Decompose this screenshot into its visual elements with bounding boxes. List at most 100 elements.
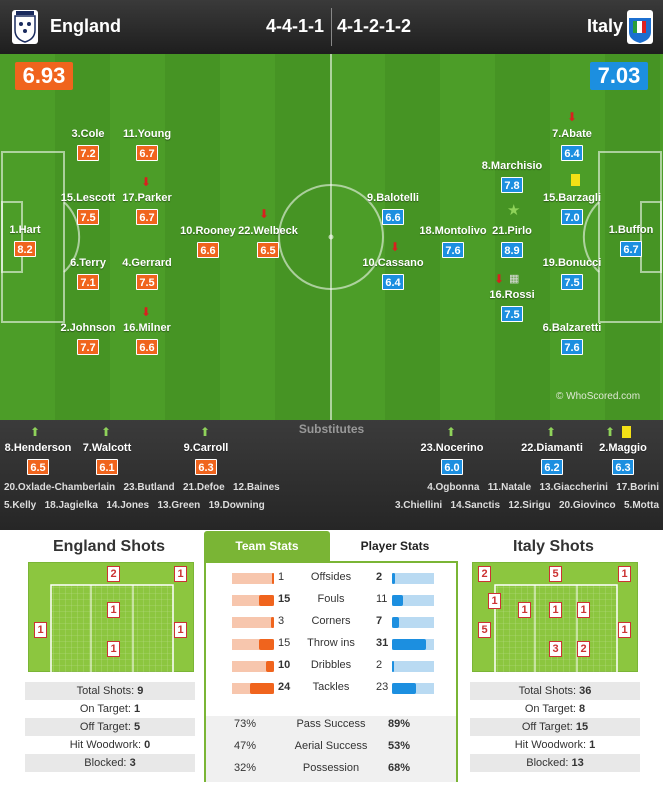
player-montolivo[interactable]: 18.Montolivo 7.6 bbox=[419, 225, 487, 258]
away-stat-value: 2 bbox=[376, 571, 383, 583]
home-bench-row-1: 20.Oxlade-Chamberlain 23.Butland 21.Defo… bbox=[4, 482, 280, 493]
bench-player[interactable]: 13.Green bbox=[157, 500, 201, 511]
bench-player[interactable]: 19.Downing bbox=[208, 500, 265, 511]
watermark: © WhoScored.com bbox=[556, 391, 641, 402]
away-bench-row-2: 3.Chiellini 14.Sanctis 12.Sirigu 20.Giov… bbox=[395, 500, 659, 511]
player-cassano[interactable]: 10.Cassano 6.4 bbox=[362, 257, 424, 290]
home-bench-row-2: 5.Kelly 18.Jagielka 14.Jones 13.Green 19… bbox=[4, 500, 265, 511]
bench-player[interactable]: 21.Defoe bbox=[182, 482, 225, 493]
bench-player[interactable]: 14.Sanctis bbox=[450, 500, 501, 511]
sub-henderson[interactable]: 8.Henderson 6.5 bbox=[4, 442, 72, 475]
missed-penalty-icon: ▦ bbox=[509, 273, 520, 285]
home-stat-bar bbox=[232, 595, 274, 606]
player-cole[interactable]: 3.Cole 7.2 bbox=[71, 128, 105, 161]
stat-row: Blocked: 3 bbox=[25, 754, 195, 772]
bench-player[interactable]: 20.Giovinco bbox=[558, 500, 616, 511]
bench-player[interactable]: 4.Ogbonna bbox=[427, 482, 480, 493]
sub-on-arrow-icon: ⬆ bbox=[546, 425, 557, 439]
team-stats-panel: 1 Offsides 2 15 Fouls 11 3 Corners 7 15 Throw ins 3… bbox=[204, 561, 458, 782]
pitch-formation: 6.93 7.03 1.Hart 8.2 3.Cole 7.2 15.Lescott… bbox=[0, 54, 663, 420]
stat-row: Hit Woodwork: 0 bbox=[69, 739, 151, 751]
player-terry[interactable]: 6.Terry 7.1 bbox=[70, 257, 106, 290]
bench-player[interactable]: 12.Sirigu bbox=[508, 500, 551, 511]
sub-walcott[interactable]: 7.Walcott 6.1 bbox=[82, 442, 132, 475]
player-rooney[interactable]: 10.Rooney 6.6 bbox=[180, 225, 236, 258]
player-balotelli[interactable]: 9.Balotelli 6.6 bbox=[367, 192, 419, 225]
player-balzaretti[interactable]: 6.Balzaretti 7.6 bbox=[542, 322, 602, 355]
pct-stats: 73% Pass Success 89% 47% Aerial Success … bbox=[206, 716, 456, 782]
player-barzagli[interactable]: 15.Barzagli 7.0 bbox=[542, 192, 602, 225]
player-young[interactable]: 11.Young 6.7 bbox=[122, 128, 172, 161]
shot-zone-count: 1 bbox=[577, 602, 590, 618]
sub-carroll[interactable]: 9.Carroll 6.3 bbox=[183, 442, 229, 475]
player-welbeck[interactable]: 22.Welbeck 6.5 bbox=[238, 225, 298, 258]
shot-zone-count: 1 bbox=[107, 641, 120, 657]
home-stat-bar bbox=[232, 661, 274, 672]
bench-player[interactable]: 12.Baines bbox=[233, 482, 280, 493]
shot-zone-count: 1 bbox=[107, 602, 120, 618]
home-team-name: England bbox=[50, 16, 121, 36]
pct-row: 47% Aerial Success 53% bbox=[234, 740, 411, 752]
home-stat-value: 10 bbox=[278, 659, 291, 671]
bench-player[interactable]: 3.Chiellini bbox=[394, 500, 443, 511]
away-stat-bar bbox=[392, 573, 434, 584]
home-stat-bar bbox=[232, 617, 274, 628]
sub-off-arrow-icon: ⬇ bbox=[567, 110, 578, 124]
bench-player[interactable]: 13.Giaccherini bbox=[539, 482, 608, 493]
tab-player-stats[interactable]: Player Stats bbox=[360, 539, 430, 553]
player-bonucci[interactable]: 19.Bonucci 7.5 bbox=[542, 257, 602, 290]
sub-off-arrow-icon: ⬇ bbox=[259, 207, 270, 221]
substitutes-title: Substitutes bbox=[298, 422, 365, 436]
player-milner[interactable]: 16.Milner 6.6 bbox=[123, 322, 171, 355]
substitutes-panel: Substitutes ⬆ ⬆ ⬆ ⬆ ⬆ ⬆ 8.Henderson 6.5 7… bbox=[0, 420, 663, 530]
stat-label: Tackles bbox=[312, 681, 350, 693]
pct-row: 73% Pass Success 89% bbox=[234, 718, 411, 730]
sub-off-arrow-icon: ⬇ bbox=[494, 272, 505, 286]
sub-nocerino[interactable]: 23.Nocerino 6.0 bbox=[420, 442, 484, 475]
player-buffon[interactable]: 1.Buffon 6.7 bbox=[608, 224, 654, 257]
shot-zone-count: 2 bbox=[107, 566, 120, 582]
sub-on-arrow-icon: ⬆ bbox=[30, 425, 41, 439]
bench-player[interactable]: 5.Kelly bbox=[4, 500, 37, 511]
stat-row: On Target: 1 bbox=[79, 703, 141, 715]
player-rossi[interactable]: 16.Rossi 7.5 bbox=[489, 289, 535, 322]
away-stat-bar bbox=[392, 661, 434, 672]
player-johnson[interactable]: 2.Johnson 7.7 bbox=[60, 322, 116, 355]
player-lescott[interactable]: 15.Lescott 7.5 bbox=[60, 192, 116, 225]
away-stat-value: 2 bbox=[376, 659, 383, 671]
stat-row: Total Shots: 9 bbox=[25, 682, 195, 700]
formation-divider bbox=[331, 8, 332, 46]
player-marchisio[interactable]: 8.Marchisio 7.8 bbox=[481, 160, 543, 193]
bench-player[interactable]: 18.Jagielka bbox=[44, 500, 98, 511]
sub-off-arrow-icon: ⬇ bbox=[141, 305, 152, 319]
player-hart[interactable]: 1.Hart 8.2 bbox=[9, 224, 41, 257]
player-gerrard[interactable]: 4.Gerrard 7.5 bbox=[122, 257, 172, 290]
sub-on-arrow-icon: ⬆ bbox=[200, 425, 211, 439]
tab-team-stats[interactable]: Team Stats bbox=[204, 531, 330, 561]
bench-player[interactable]: 5.Motta bbox=[624, 500, 659, 511]
bench-player[interactable]: 14.Jones bbox=[106, 500, 150, 511]
shot-zone-count: 1 bbox=[549, 602, 562, 618]
stat-row: On Target: 8 bbox=[524, 703, 586, 715]
shot-zone-count: 1 bbox=[34, 622, 47, 638]
player-abate[interactable]: 7.Abate 6.4 bbox=[552, 128, 592, 161]
team-stat-row: 1 Offsides 2 bbox=[206, 569, 456, 587]
sub-maggio[interactable]: 2.Maggio 6.3 bbox=[599, 442, 647, 475]
player-parker[interactable]: 17.Parker 6.7 bbox=[122, 192, 172, 225]
player-pirlo[interactable]: 21.Pirlo 8.9 bbox=[492, 225, 532, 258]
bench-player[interactable]: 11.Natale bbox=[487, 482, 532, 493]
away-stat-value: 31 bbox=[376, 637, 389, 649]
team-stat-row: 3 Corners 7 bbox=[206, 613, 456, 631]
bench-player[interactable]: 23.Butland bbox=[123, 482, 175, 493]
home-formation: 4-4-1-1 bbox=[266, 16, 325, 36]
sub-diamanti[interactable]: 22.Diamanti 6.2 bbox=[521, 442, 583, 475]
stat-label: Dribbles bbox=[310, 659, 352, 671]
home-stat-bar bbox=[232, 639, 274, 650]
away-team-name: Italy bbox=[587, 16, 624, 36]
bench-player[interactable]: 20.Oxlade-Chamberlain bbox=[4, 482, 116, 493]
bench-player[interactable]: 17.Borini bbox=[616, 482, 659, 493]
pitch-lines bbox=[1, 54, 662, 420]
shot-zone-count: 5 bbox=[478, 622, 491, 638]
yellow-card-icon bbox=[622, 426, 631, 440]
